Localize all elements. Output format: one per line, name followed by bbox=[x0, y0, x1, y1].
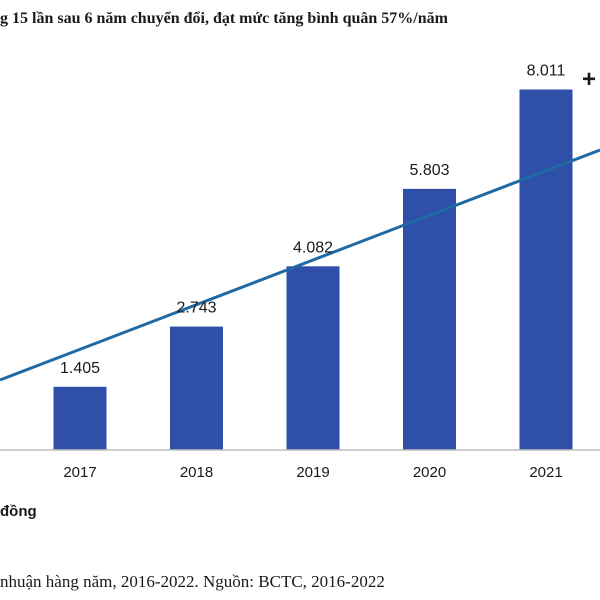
value-label-2018: 2.743 bbox=[176, 300, 216, 317]
trend-line bbox=[0, 148, 600, 382]
value-label-2019: 4.082 bbox=[293, 239, 333, 256]
bar-2021 bbox=[519, 89, 573, 450]
value-label-group: 1.405 2.743 4.082 5.803 8.011 bbox=[60, 63, 566, 377]
chart-caption: nhuận hàng năm, 2016-2022. Nguồn: BCTC, … bbox=[0, 572, 385, 591]
bar-group bbox=[53, 89, 573, 451]
x-tick-2017: 2017 bbox=[63, 464, 96, 481]
bar-2020 bbox=[403, 188, 456, 451]
bar-2018 bbox=[170, 326, 223, 450]
value-label-2020: 5.803 bbox=[409, 162, 449, 179]
value-label-2021: 8.011 bbox=[527, 63, 566, 80]
x-tick-2019: 2019 bbox=[296, 464, 329, 481]
unit-label: đồng bbox=[0, 503, 37, 520]
value-label-2017: 1.405 bbox=[60, 360, 100, 377]
bar-2019 bbox=[286, 266, 340, 450]
x-tick-group: 2017 2018 2019 2020 2021 bbox=[63, 464, 562, 481]
trend-growth-label: + bbox=[582, 66, 597, 93]
x-tick-2021: 2021 bbox=[529, 464, 562, 481]
chart-title: g 15 lần sau 6 năm chuyển đổi, đạt mức t… bbox=[0, 10, 448, 27]
bar-2017 bbox=[53, 386, 107, 450]
x-tick-2020: 2020 bbox=[413, 464, 446, 481]
x-tick-2018: 2018 bbox=[180, 464, 213, 481]
